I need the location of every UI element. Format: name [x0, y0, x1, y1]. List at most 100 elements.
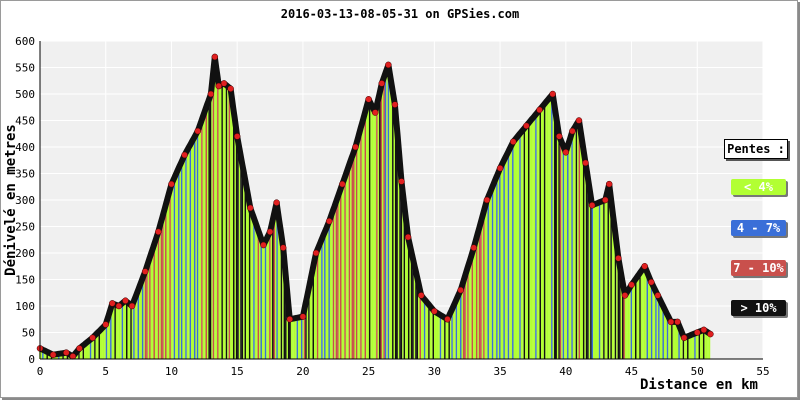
- elevation-point: [266, 228, 274, 236]
- y-tick-label: 500: [15, 88, 35, 101]
- elevation-point: [621, 292, 629, 299]
- elevation-point: [431, 308, 438, 315]
- elevation-point: [365, 96, 372, 103]
- elevation-point: [496, 164, 504, 172]
- elevation-point: [299, 313, 307, 320]
- y-tick-label: 50: [22, 327, 35, 340]
- slope-bars: [39, 57, 711, 359]
- x-tick-label: 0: [37, 365, 44, 378]
- elevation-point: [628, 281, 635, 289]
- elevation-point: [562, 149, 570, 156]
- elevation-point: [215, 82, 223, 90]
- elevation-point: [207, 90, 215, 98]
- elevation-point: [404, 233, 412, 241]
- elevation-point: [667, 318, 675, 326]
- elevation-point: [694, 329, 701, 336]
- elevation-point: [398, 178, 405, 185]
- elevation-point: [128, 302, 136, 310]
- legend-item-flat: < 4%: [731, 179, 786, 195]
- elevation-point: [102, 321, 109, 328]
- legend-item-steep: 7 - 10%: [731, 260, 786, 276]
- x-tick-label: 40: [559, 365, 572, 378]
- legend-title: Pentes :: [724, 139, 788, 159]
- x-tick-label: 55: [756, 365, 769, 378]
- elevation-point: [312, 249, 320, 257]
- elevation-point: [444, 316, 451, 323]
- legend-item-very-steep: > 10%: [731, 300, 786, 316]
- x-tick-label: 45: [625, 365, 638, 378]
- elevation-point: [69, 353, 77, 360]
- elevation-point: [457, 286, 464, 294]
- y-tick-label: 150: [15, 274, 35, 287]
- elevation-point: [109, 300, 116, 307]
- elevation-point: [523, 122, 530, 130]
- elevation-point: [648, 278, 655, 286]
- elevation-point: [273, 199, 280, 206]
- y-tick-label: 0: [28, 353, 35, 366]
- x-tick-label: 10: [165, 365, 178, 378]
- y-tick-label: 250: [15, 221, 35, 234]
- y-tick-label: 600: [15, 35, 35, 48]
- y-tick-label: 100: [15, 300, 35, 313]
- y-axis-label: Dénivelé en metres: [3, 124, 19, 276]
- x-tick-label: 35: [493, 365, 506, 378]
- elevation-point: [483, 196, 491, 204]
- elevation-point: [339, 180, 346, 188]
- elevation-point: [509, 138, 517, 145]
- elevation-point: [575, 117, 583, 124]
- x-tick-label: 25: [362, 365, 375, 378]
- elevation-point: [549, 90, 556, 98]
- elevation-point: [641, 263, 648, 270]
- elevation-point: [141, 268, 149, 275]
- elevation-point: [588, 202, 596, 209]
- elevation-point: [602, 196, 609, 204]
- elevation-point: [674, 318, 681, 326]
- elevation-point: [470, 244, 478, 251]
- elevation-point: [582, 159, 589, 167]
- x-tick-label: 30: [428, 365, 441, 378]
- y-tick-label: 400: [15, 141, 35, 154]
- elevation-point: [286, 316, 294, 323]
- elevation-point: [325, 217, 333, 225]
- axes: 0 50 100 150 200 250 300 350 400 450 500 550 600 0 5 10…: [15, 35, 770, 378]
- elevation-point: [385, 61, 392, 69]
- elevation-point: [391, 101, 399, 108]
- elevation-point: [211, 53, 219, 61]
- elevation-point: [194, 127, 201, 135]
- elevation-point: [654, 292, 662, 299]
- elevation-point: [181, 151, 188, 159]
- elevation-point: [569, 127, 576, 135]
- elevation-point: [605, 180, 613, 188]
- y-tick-label: 350: [15, 168, 35, 181]
- y-tick-label: 550: [15, 62, 35, 75]
- elevation-point: [555, 133, 563, 140]
- y-tick-label: 300: [15, 194, 35, 207]
- elevation-point: [155, 228, 162, 236]
- y-tick-label: 200: [15, 247, 35, 260]
- elevation-point: [247, 204, 254, 212]
- legend-item-moderate: 4 - 7%: [731, 220, 786, 236]
- elevation-point: [260, 241, 267, 249]
- elevation-point: [76, 345, 83, 352]
- elevation-point: [89, 334, 96, 342]
- elevation-point: [122, 297, 129, 304]
- elevation-points: [36, 53, 714, 360]
- elevation-point: [279, 244, 287, 251]
- elevation-point: [49, 351, 57, 359]
- elevation-point: [233, 133, 241, 140]
- elevation-point: [707, 330, 714, 338]
- x-axis-label: Distance en km: [640, 377, 758, 393]
- elevation-point: [63, 349, 70, 356]
- y-tick-label: 450: [15, 115, 35, 128]
- x-tick-label: 20: [296, 365, 309, 378]
- elevation-point: [417, 292, 425, 299]
- x-tick-label: 5: [102, 365, 109, 378]
- elevation-point: [700, 326, 708, 334]
- elevation-point: [352, 143, 359, 151]
- elevation-point: [220, 80, 228, 87]
- elevation-point: [378, 80, 386, 87]
- elevation-point: [227, 85, 234, 92]
- elevation-point: [615, 255, 622, 262]
- elevation-point: [115, 302, 123, 310]
